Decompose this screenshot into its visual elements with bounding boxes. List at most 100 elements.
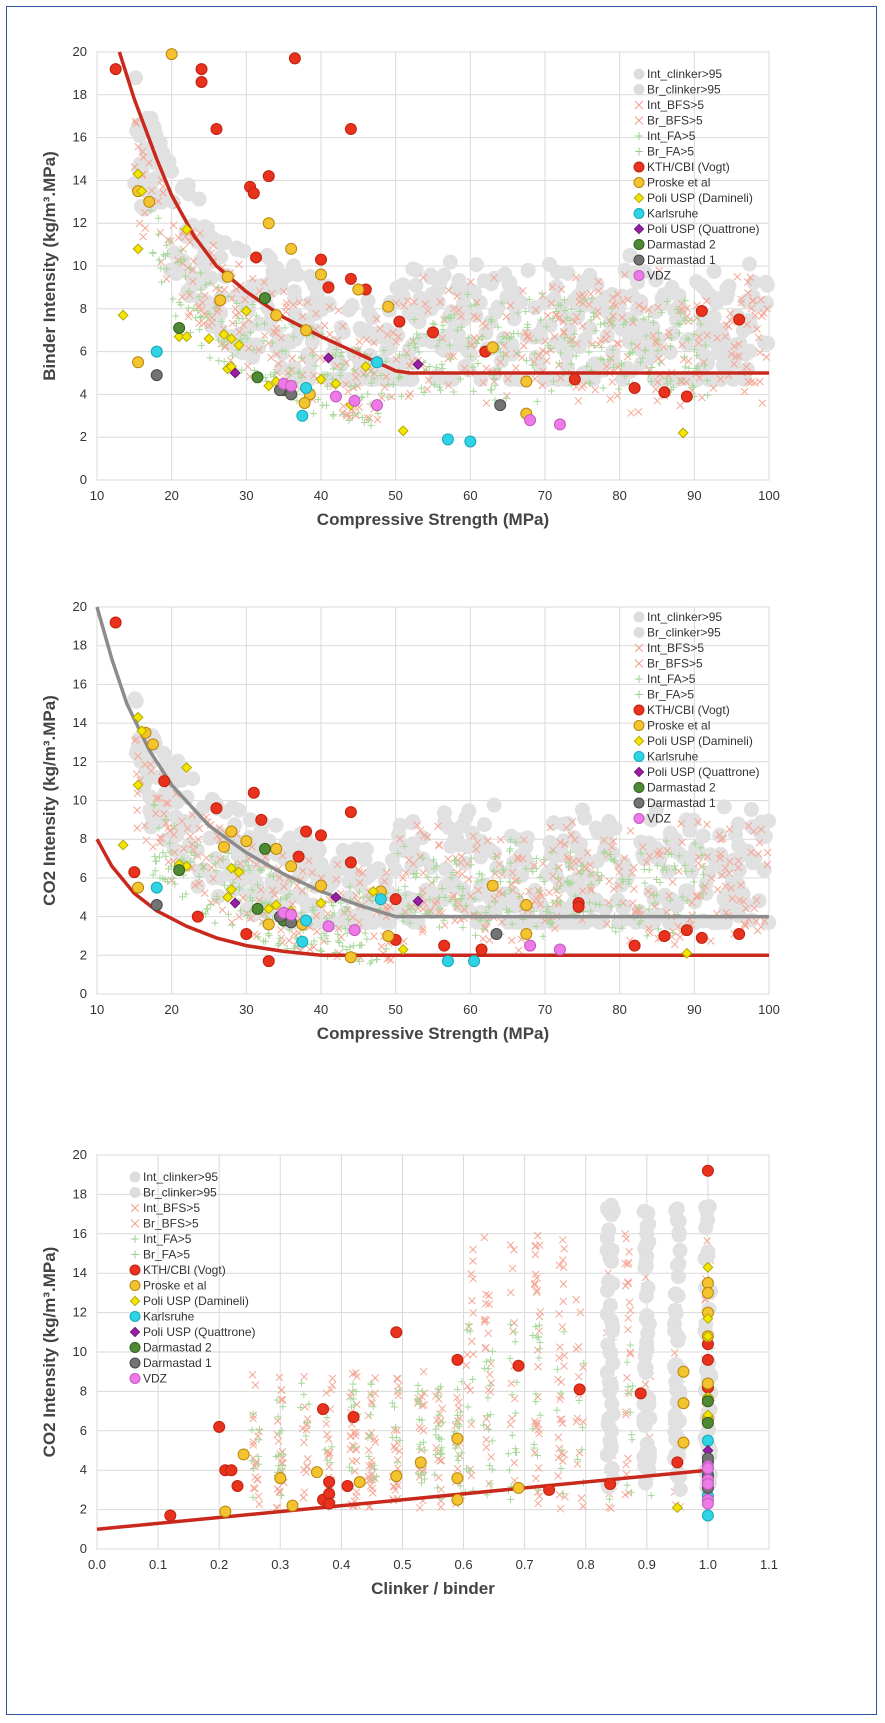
cloud-point bbox=[577, 1494, 586, 1503]
legend-label: Karlsruhe bbox=[143, 1310, 195, 1324]
cloud-point bbox=[479, 333, 487, 341]
cloud-point bbox=[514, 348, 522, 356]
cloud-point bbox=[535, 1492, 544, 1501]
cloud-point bbox=[640, 865, 648, 873]
cloud-point bbox=[703, 820, 711, 829]
legend-label: Int_clinker>95 bbox=[647, 67, 722, 81]
cloud-point bbox=[400, 842, 408, 850]
data-point bbox=[210, 802, 223, 815]
cloud-point bbox=[436, 298, 445, 306]
cloud-point bbox=[558, 1457, 567, 1465]
cloud-point bbox=[426, 896, 434, 904]
x-tick-label: 0.9 bbox=[638, 1557, 656, 1572]
legend-label: Darmastad 2 bbox=[647, 781, 716, 795]
data-point bbox=[347, 1411, 360, 1424]
cloud-point bbox=[444, 855, 452, 863]
legend-label: Br_BFS>5 bbox=[143, 1217, 199, 1231]
legend-label: VDZ bbox=[647, 812, 671, 826]
cloud-point bbox=[606, 355, 614, 363]
data-point bbox=[173, 322, 186, 335]
data-point bbox=[553, 943, 566, 956]
cloud-point bbox=[510, 1245, 518, 1254]
cloud-point bbox=[191, 881, 199, 890]
cloud-point bbox=[633, 294, 649, 310]
cloud-point bbox=[525, 295, 533, 303]
cloud-point bbox=[596, 336, 605, 345]
cloud-point bbox=[187, 264, 195, 272]
data-point bbox=[701, 1164, 714, 1177]
data-point bbox=[222, 891, 234, 903]
cloud-point bbox=[452, 860, 460, 868]
cloud-point bbox=[300, 1438, 308, 1447]
cloud-point bbox=[725, 825, 734, 834]
cloud-point bbox=[532, 1288, 541, 1296]
cloud-point bbox=[251, 1484, 259, 1493]
cloud-point bbox=[749, 827, 758, 836]
cloud-point bbox=[473, 313, 482, 322]
cloud-point bbox=[323, 382, 331, 390]
legend-marker bbox=[129, 1357, 141, 1369]
cloud-point bbox=[227, 294, 236, 303]
cloud-point bbox=[607, 820, 623, 836]
cloud-point bbox=[698, 852, 706, 860]
cloud-point bbox=[605, 1503, 614, 1511]
x-tick-label: 80 bbox=[612, 1002, 626, 1017]
cloud-point bbox=[534, 1426, 543, 1434]
cloud-point bbox=[224, 293, 232, 301]
cloud-point bbox=[476, 817, 492, 833]
cloud-point bbox=[389, 280, 405, 296]
cloud-point bbox=[574, 1342, 583, 1351]
cloud-point bbox=[252, 312, 260, 320]
cloud-point bbox=[361, 372, 369, 380]
cloud-point bbox=[560, 1362, 568, 1370]
cloud-point bbox=[615, 881, 624, 890]
cloud-point bbox=[198, 341, 206, 349]
x-tick-label: 10 bbox=[90, 488, 104, 503]
cloud-point bbox=[209, 241, 218, 249]
data-point bbox=[323, 1487, 336, 1500]
cloud-point bbox=[267, 353, 276, 362]
cloud-point bbox=[269, 873, 277, 881]
cloud-point bbox=[611, 301, 620, 310]
cloud-point bbox=[537, 316, 545, 324]
cloud-point bbox=[647, 1492, 655, 1500]
cloud-point bbox=[203, 270, 219, 286]
cloud-point bbox=[673, 305, 681, 313]
series-vdz bbox=[701, 1460, 714, 1510]
data-point bbox=[573, 1383, 586, 1396]
cloud-point bbox=[546, 823, 555, 832]
cloud-point bbox=[744, 377, 753, 386]
cloud-point bbox=[434, 1385, 442, 1393]
cloud-point bbox=[278, 1395, 287, 1404]
data-point bbox=[702, 1261, 714, 1273]
cloud-point bbox=[186, 858, 194, 866]
data-point bbox=[285, 242, 298, 255]
x-tick-label: 0.1 bbox=[149, 1557, 167, 1572]
cloud-point bbox=[388, 1433, 396, 1441]
cloud-point bbox=[156, 874, 164, 882]
legend-label: Proske et al bbox=[647, 719, 710, 733]
cloud-point bbox=[254, 1492, 263, 1501]
cloud-point bbox=[484, 1425, 492, 1433]
cloud-point bbox=[590, 309, 598, 317]
cloud-point bbox=[507, 936, 516, 945]
data-point bbox=[701, 1477, 714, 1490]
cloud-point bbox=[654, 925, 662, 933]
cloud-point bbox=[531, 350, 539, 358]
cloud-point bbox=[447, 831, 463, 847]
cloud-point bbox=[730, 877, 746, 893]
cloud-point bbox=[368, 379, 376, 387]
cloud-point bbox=[220, 357, 228, 365]
cloud-point bbox=[250, 346, 258, 354]
data-point bbox=[251, 902, 264, 915]
cloud-point bbox=[367, 1411, 375, 1419]
cloud-point bbox=[427, 879, 436, 887]
cloud-point bbox=[346, 1463, 354, 1471]
cloud-point bbox=[178, 893, 186, 901]
data-point bbox=[263, 380, 275, 392]
data-point bbox=[524, 414, 537, 427]
cloud-point bbox=[455, 1423, 463, 1431]
data-point bbox=[298, 396, 311, 409]
cloud-point bbox=[370, 338, 378, 347]
cloud-point bbox=[469, 1275, 478, 1283]
